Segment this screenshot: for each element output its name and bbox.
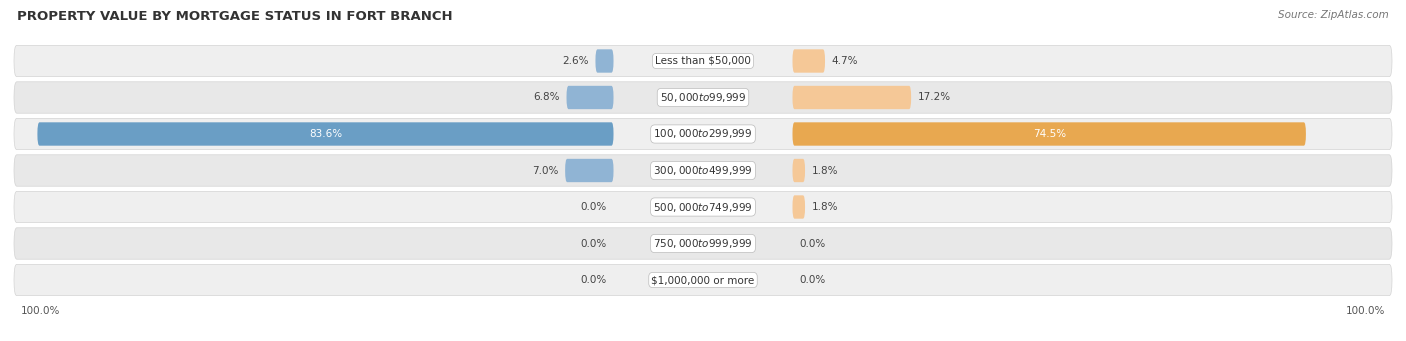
Text: Less than $50,000: Less than $50,000 — [655, 56, 751, 66]
Text: 100.0%: 100.0% — [1346, 306, 1385, 315]
FancyBboxPatch shape — [793, 86, 911, 109]
Text: 1.8%: 1.8% — [811, 202, 838, 212]
Text: 0.0%: 0.0% — [581, 238, 606, 249]
Text: 17.2%: 17.2% — [918, 92, 950, 103]
Text: $750,000 to $999,999: $750,000 to $999,999 — [654, 237, 752, 250]
FancyBboxPatch shape — [14, 228, 1392, 259]
FancyBboxPatch shape — [14, 155, 1392, 186]
Text: 0.0%: 0.0% — [800, 238, 825, 249]
FancyBboxPatch shape — [565, 159, 613, 182]
Text: 0.0%: 0.0% — [581, 202, 606, 212]
FancyBboxPatch shape — [567, 86, 613, 109]
FancyBboxPatch shape — [596, 49, 613, 73]
Text: 83.6%: 83.6% — [309, 129, 342, 139]
FancyBboxPatch shape — [14, 264, 1392, 296]
FancyBboxPatch shape — [14, 191, 1392, 223]
FancyBboxPatch shape — [793, 195, 806, 219]
Text: Source: ZipAtlas.com: Source: ZipAtlas.com — [1278, 10, 1389, 20]
Text: 1.8%: 1.8% — [811, 165, 838, 176]
Text: 2.6%: 2.6% — [562, 56, 589, 66]
Text: 0.0%: 0.0% — [800, 275, 825, 285]
Text: 4.7%: 4.7% — [832, 56, 858, 66]
Text: $100,000 to $299,999: $100,000 to $299,999 — [654, 128, 752, 140]
Text: 6.8%: 6.8% — [533, 92, 560, 103]
FancyBboxPatch shape — [14, 82, 1392, 113]
Text: 74.5%: 74.5% — [1032, 129, 1066, 139]
Text: $500,000 to $749,999: $500,000 to $749,999 — [654, 201, 752, 213]
FancyBboxPatch shape — [793, 159, 806, 182]
Text: PROPERTY VALUE BY MORTGAGE STATUS IN FORT BRANCH: PROPERTY VALUE BY MORTGAGE STATUS IN FOR… — [17, 10, 453, 23]
Text: 7.0%: 7.0% — [531, 165, 558, 176]
FancyBboxPatch shape — [793, 49, 825, 73]
FancyBboxPatch shape — [38, 122, 613, 146]
FancyBboxPatch shape — [14, 118, 1392, 150]
Text: $1,000,000 or more: $1,000,000 or more — [651, 275, 755, 285]
FancyBboxPatch shape — [14, 45, 1392, 77]
Text: 100.0%: 100.0% — [21, 306, 60, 315]
Text: 0.0%: 0.0% — [581, 275, 606, 285]
Text: $300,000 to $499,999: $300,000 to $499,999 — [654, 164, 752, 177]
FancyBboxPatch shape — [793, 122, 1306, 146]
Text: $50,000 to $99,999: $50,000 to $99,999 — [659, 91, 747, 104]
